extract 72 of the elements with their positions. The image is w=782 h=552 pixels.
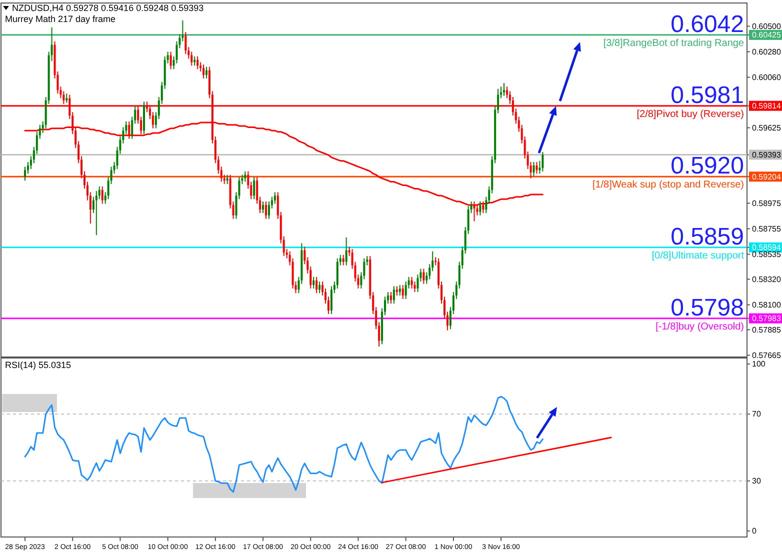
candlestick xyxy=(398,284,401,296)
text: Murrey Math 217 day frame xyxy=(5,14,116,24)
chart-title: NZDUSD,H4 0.59278 0.59416 0.59248 0.59393 xyxy=(12,3,204,13)
y-tick-label: 0.59393 xyxy=(752,150,782,160)
candlestick xyxy=(312,276,315,290)
candlestick xyxy=(95,190,98,236)
y-tick-label: 100 xyxy=(752,360,766,369)
candlestick xyxy=(345,236,348,266)
candlestick xyxy=(24,166,26,182)
candlestick xyxy=(205,66,208,79)
y-tick-label: 0.58755 xyxy=(752,224,782,234)
y-tick-label: 0.59625 xyxy=(752,123,782,132)
candlestick xyxy=(190,51,193,66)
ref-line-label: [0/8]Ultimate support xyxy=(652,250,744,262)
y-tick-label: 0.60060 xyxy=(752,72,782,82)
ref-line-label: [1/8]Weak sup (stop and Reverse) xyxy=(592,180,744,191)
candlestick xyxy=(264,200,267,220)
candlestick xyxy=(330,286,332,315)
candlestick xyxy=(390,292,392,304)
annotation: 0.5981 xyxy=(670,82,744,109)
y-tick-label: 70 xyxy=(752,410,762,419)
y-tick-label: 0.58594 xyxy=(752,243,782,252)
candlestick xyxy=(414,281,416,293)
candlestick xyxy=(262,200,264,214)
annotation: 0.5859 xyxy=(670,223,744,250)
candlestick xyxy=(316,276,318,294)
y-tick-label: 0.60280 xyxy=(752,47,782,56)
annotation: 0.5920 xyxy=(670,152,744,180)
candlestick xyxy=(170,51,172,70)
annotation: 0.6042 xyxy=(670,10,744,38)
y-tick-label: 0.59204 xyxy=(752,172,782,182)
candlestick xyxy=(536,162,538,174)
y-tick-label: 0.57665 xyxy=(752,350,782,360)
candlestick xyxy=(392,286,395,304)
candlestick xyxy=(422,268,425,284)
candlestick xyxy=(268,200,270,220)
candlestick xyxy=(66,93,68,104)
y-tick-label: 0.60425 xyxy=(752,30,782,40)
candlestick xyxy=(274,192,276,204)
candlestick xyxy=(404,281,407,300)
candlestick xyxy=(532,162,535,176)
y-tick-label: 0.58320 xyxy=(752,274,782,284)
candlestick xyxy=(402,284,404,300)
y-tick-label: 0.58975 xyxy=(752,198,782,208)
candlestick xyxy=(542,152,544,172)
y-tick-label: 0.59814 xyxy=(752,101,782,110)
ref-line-label: [2/8]Pivot buy (Reverse) xyxy=(636,108,744,120)
line-series xyxy=(24,396,544,493)
y-tick-label: 0.58100 xyxy=(752,300,782,310)
candlestick xyxy=(184,32,187,55)
annotation: 0.5798 xyxy=(670,294,744,322)
candlestick xyxy=(503,82,506,96)
candlestick xyxy=(196,56,199,70)
ref-line-label: [3/8]RangeBot of trading Range xyxy=(603,38,744,49)
candlestick xyxy=(253,176,256,200)
y-tick-label: 0.57983 xyxy=(752,314,782,323)
ref-line-label: [-1/8]buy (Oversold) xyxy=(656,321,744,332)
candlestick xyxy=(101,186,104,204)
candlestick xyxy=(202,64,205,79)
y-tick-label: 0 xyxy=(752,526,757,536)
candlestick xyxy=(342,254,344,266)
candlestick xyxy=(410,276,413,290)
candlestick xyxy=(318,281,321,294)
candlestick xyxy=(336,258,338,290)
chart-title: RSI(14) 55.0315 xyxy=(5,360,72,370)
y-tick-label: 0.57885 xyxy=(752,325,782,334)
y-tick-label: 0.60500 xyxy=(752,22,782,31)
candlestick xyxy=(244,170,246,182)
y-tick-label: 30 xyxy=(752,476,762,486)
y-tick-label: 0.58535 xyxy=(752,250,782,259)
candlestick xyxy=(396,286,398,296)
candlestick xyxy=(479,200,482,216)
